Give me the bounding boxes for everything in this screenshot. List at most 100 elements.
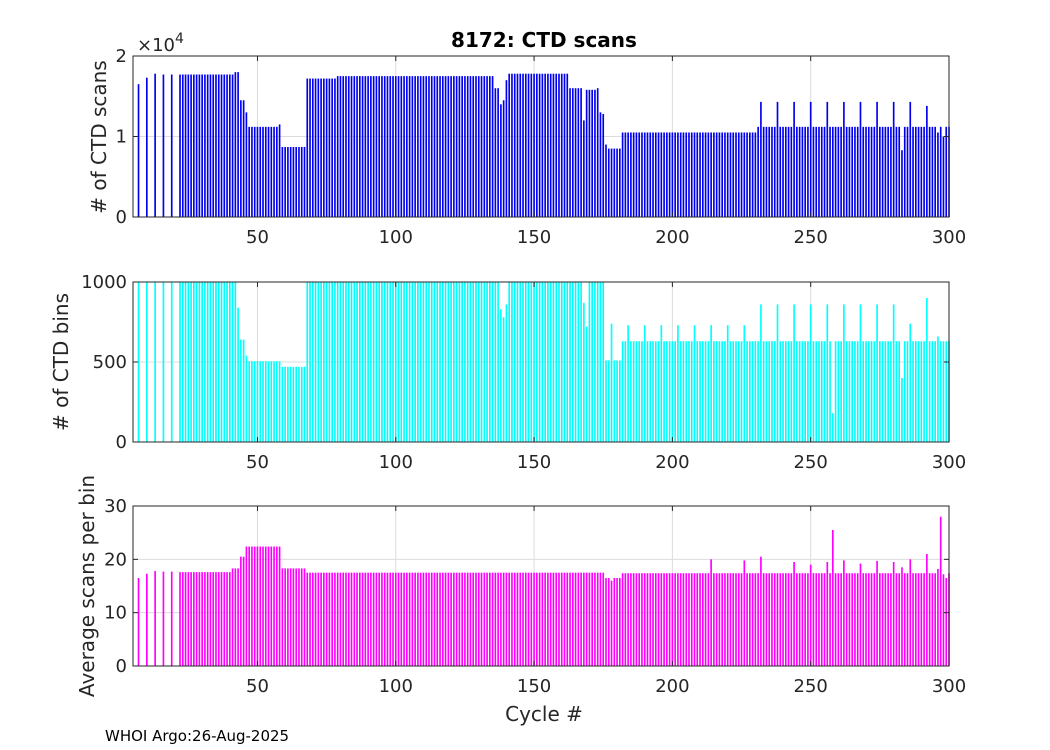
bar-cycle-215 xyxy=(713,341,715,442)
bar-cycle-73 xyxy=(320,78,322,217)
bar-cycle-200 xyxy=(671,573,674,666)
bar-cycle-243 xyxy=(790,573,793,666)
bar-cycle-250 xyxy=(809,304,812,442)
bar-cycle-180 xyxy=(616,148,618,217)
bar-cycle-158 xyxy=(555,282,558,442)
bar-cycle-74 xyxy=(323,572,325,666)
bar-cycle-294 xyxy=(931,126,934,217)
bar-cycle-137 xyxy=(497,572,499,666)
bar-cycle-283 xyxy=(901,150,903,217)
bar-cycle-35 xyxy=(215,282,217,442)
bar-cycle-262 xyxy=(843,304,845,442)
bar-cycle-68 xyxy=(306,78,309,217)
bar-cycle-40 xyxy=(228,282,231,442)
bar-cycle-96 xyxy=(383,572,386,666)
bar-cycle-141 xyxy=(508,73,511,218)
bar-cycle-151 xyxy=(536,282,538,442)
bar-cycle-28 xyxy=(195,282,198,442)
bar-cycle-129 xyxy=(475,572,477,666)
bar-cycle-132 xyxy=(483,76,486,218)
bar-cycle-126 xyxy=(466,572,469,666)
bar-cycle-63 xyxy=(292,568,295,666)
bar-cycle-41 xyxy=(231,282,234,442)
bar-cycle-248 xyxy=(804,126,806,217)
bar-cycle-66 xyxy=(300,146,303,217)
bar-cycle-250 xyxy=(809,564,812,666)
bar-cycle-221 xyxy=(729,341,732,442)
bar-cycle-42 xyxy=(234,72,237,217)
bar-cycle-179 xyxy=(613,360,616,442)
bar-cycle-35 xyxy=(215,572,217,666)
bar-cycle-82 xyxy=(345,76,347,218)
bar-cycle-127 xyxy=(469,76,472,218)
bar-cycle-65 xyxy=(298,568,300,666)
bar-cycle-255 xyxy=(823,126,826,217)
bar-cycle-271 xyxy=(867,341,870,442)
bar-cycle-285 xyxy=(906,341,909,442)
bar-cycle-113 xyxy=(430,282,433,442)
bar-cycle-140 xyxy=(505,304,508,442)
bar-cycle-163 xyxy=(569,572,571,666)
bar-cycle-185 xyxy=(630,573,632,666)
bar-cycle-289 xyxy=(917,126,920,217)
bar-cycle-10 xyxy=(146,282,148,442)
bar-cycle-190 xyxy=(643,325,646,442)
bar-cycle-84 xyxy=(350,282,353,442)
bar-cycle-142 xyxy=(511,572,513,666)
bar-cycle-265 xyxy=(851,126,854,217)
bar-cycle-292 xyxy=(926,554,928,666)
bar-cycle-33 xyxy=(209,282,212,442)
bar-cycle-155 xyxy=(547,572,549,666)
bar-cycle-103 xyxy=(403,76,405,218)
bar-cycle-242 xyxy=(787,126,790,217)
bar-cycle-174 xyxy=(599,572,602,666)
bar-cycle-226 xyxy=(743,325,746,442)
bar-cycle-79 xyxy=(336,76,339,218)
bar-cycle-214 xyxy=(710,325,712,442)
bar-cycle-38 xyxy=(223,282,226,442)
bar-cycle-237 xyxy=(773,126,776,217)
bar-cycle-114 xyxy=(433,76,436,218)
bar-cycle-275 xyxy=(879,573,881,666)
bar-cycle-43 xyxy=(237,307,239,442)
bar-cycle-251 xyxy=(812,573,815,666)
bar-cycle-74 xyxy=(323,282,325,442)
bar-cycle-208 xyxy=(693,132,696,217)
bar-cycle-92 xyxy=(372,572,375,666)
bar-cycle-183 xyxy=(624,341,627,442)
y-axis-label-ctd-bins: # of CTD bins xyxy=(49,293,73,431)
bar-cycle-167 xyxy=(580,572,582,666)
bar-cycle-186 xyxy=(632,341,635,442)
bar-cycle-95 xyxy=(381,572,383,666)
bar-cycle-261 xyxy=(840,126,842,217)
bar-cycle-293 xyxy=(928,341,931,442)
bar-cycle-10 xyxy=(146,77,148,218)
bar-cycle-108 xyxy=(417,76,419,218)
bar-cycle-65 xyxy=(298,146,300,217)
bar-cycle-204 xyxy=(682,341,685,442)
bar-cycle-84 xyxy=(350,572,353,666)
bar-cycle-269 xyxy=(862,573,865,666)
bar-cycle-266 xyxy=(854,341,856,442)
bar-cycle-208 xyxy=(693,325,696,442)
bar-cycle-247 xyxy=(801,341,804,442)
bar-cycle-97 xyxy=(386,282,389,442)
bar-cycle-292 xyxy=(926,105,928,217)
bar-cycle-260 xyxy=(837,573,840,666)
x-tick-label: 300 xyxy=(932,452,966,473)
bar-cycle-53 xyxy=(264,546,267,666)
bar-cycle-127 xyxy=(469,572,472,666)
bar-cycle-120 xyxy=(450,76,452,218)
bar-cycle-100 xyxy=(394,572,397,666)
x-axis-label: Cycle # xyxy=(505,702,583,726)
bar-cycle-128 xyxy=(472,282,475,442)
panel-ctd-scans: 50 100 150 200 250 300 0 1 2 8172: CTD scans ×1… xyxy=(87,28,966,248)
bar-cycle-39 xyxy=(226,74,228,217)
bar-cycle-94 xyxy=(378,76,381,218)
bar-cycle-212 xyxy=(704,341,707,442)
bar-cycle-238 xyxy=(776,573,779,666)
bar-cycle-165 xyxy=(574,282,577,442)
bar-cycle-51 xyxy=(259,546,262,666)
bar-cycle-208 xyxy=(693,573,696,666)
bar-cycle-177 xyxy=(607,360,610,442)
